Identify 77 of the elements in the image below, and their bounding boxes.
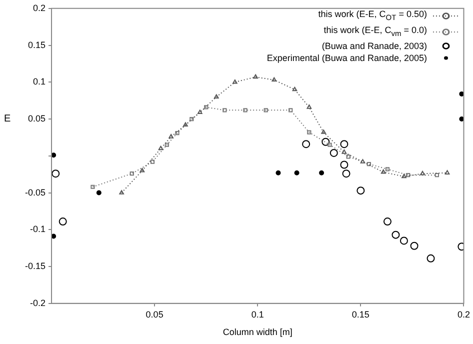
y-tick-label: 0.2 [33,2,46,13]
point [90,184,95,189]
point [222,108,227,112]
point [459,116,464,122]
point [410,242,418,250]
point [420,170,425,176]
point [340,140,348,148]
point [214,94,219,98]
point [342,150,347,154]
point [356,186,365,195]
point [140,168,145,172]
point [52,152,56,158]
point [183,122,188,127]
point [243,108,248,112]
point [272,77,277,82]
point [190,116,194,122]
x-tick-label: 0.15 [352,309,370,320]
x-tick-label: 0.05 [146,309,164,320]
point [288,108,293,112]
point [150,160,155,164]
point [198,110,202,114]
point [52,170,60,178]
y-tick-label: 0.15 [28,40,46,50]
point [406,173,410,178]
point [434,173,440,178]
point [319,170,324,176]
y-tick-label: -0.2 [30,298,46,308]
x-tick-label: 0.2 [457,309,470,320]
point [168,134,174,138]
point [340,160,348,169]
y-tick-label: -0.05 [25,187,46,198]
point [96,190,102,196]
point [402,174,406,178]
point [306,104,312,109]
y-tick-label: -0.1 [30,224,46,234]
point [253,74,258,79]
point [164,142,169,147]
point [342,170,350,178]
point [360,159,366,164]
point [232,79,238,84]
point [294,170,300,176]
point [459,91,464,96]
legend-label: this work (E-E, C$_{vm}$ = 0.0) [324,24,427,40]
point [307,130,312,134]
point [444,170,450,174]
legend-label: this work (E-E, C$_{OT}$ = 0.50) [318,8,427,24]
y-tick-label: 0.05 [28,114,46,124]
y-tick-label: 0.1 [33,76,46,87]
point [385,167,390,172]
point [204,105,208,110]
y-axis-title: E [4,114,11,125]
point [119,190,124,194]
point [328,142,332,147]
point [392,230,400,239]
x-tick-label: 0.1 [251,309,264,320]
y-tick-label: -0.15 [25,261,46,272]
x-axis-title: Column width [m] [222,327,292,338]
point [322,138,330,146]
point [426,254,435,262]
point [346,154,350,159]
point [330,148,338,157]
point [383,218,392,226]
point [366,162,371,166]
point [321,130,326,134]
point [292,86,298,92]
point [130,172,134,176]
legend-label: Experimental (Buwa and Ranade, 2005) [266,52,427,64]
point [58,218,67,226]
legend-label: (Buwa and Ranade, 2003) [322,40,427,52]
point [264,108,268,112]
point [52,234,56,239]
point [400,236,408,245]
point [158,146,164,150]
point [302,140,310,148]
point [380,169,386,174]
point [175,130,180,136]
point [276,170,281,176]
